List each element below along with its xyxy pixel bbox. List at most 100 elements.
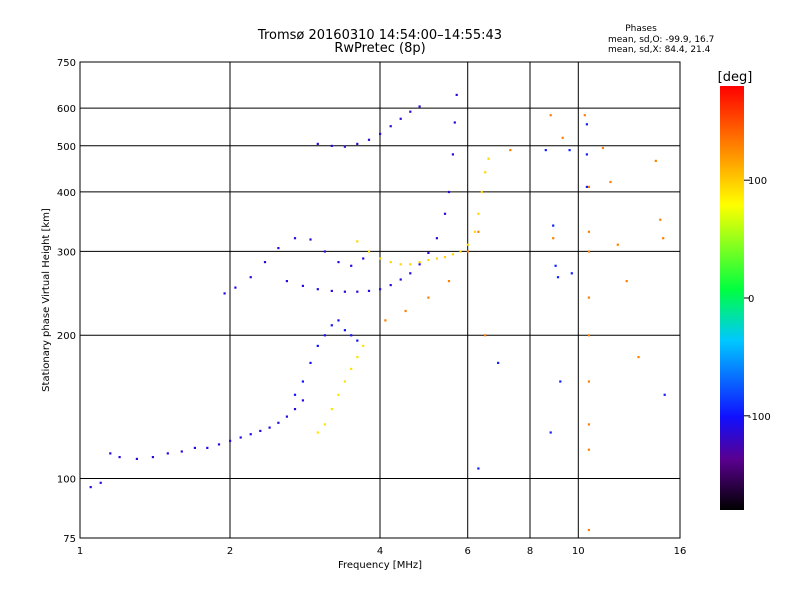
echo-point (609, 180, 612, 184)
echo-point (379, 288, 382, 291)
echo-point (99, 481, 102, 484)
x-tick-label: 6 (465, 546, 471, 557)
echo-point (587, 448, 590, 451)
echo-point (301, 284, 304, 287)
echo-point (268, 426, 271, 429)
y-tick-label: 750 (57, 58, 76, 69)
echo-point (559, 380, 562, 383)
y-tick-label: 500 (57, 142, 76, 153)
echo-point (239, 436, 242, 439)
y-tick-labels: 75 100 200 300 400 500 600 750 (57, 58, 76, 545)
echo-point (418, 105, 421, 108)
echo-point (587, 423, 590, 426)
echo-point (263, 261, 267, 264)
echo-point (663, 393, 666, 396)
echo-point (587, 296, 590, 299)
echo-point (473, 230, 476, 233)
echo-point (367, 250, 371, 253)
echo-point (330, 408, 333, 411)
colorbar-tick-label: 100 (748, 176, 767, 187)
echo-point (587, 250, 590, 253)
echo-point (135, 457, 138, 460)
echo-point (356, 290, 359, 293)
echo-point (662, 237, 665, 240)
echo-point (587, 185, 590, 188)
echo-point (561, 136, 564, 139)
echo-point (409, 263, 412, 266)
x-tick-label: 16 (674, 546, 687, 557)
echo-point (389, 125, 392, 128)
echo-point (587, 380, 590, 383)
echo-point (544, 149, 547, 152)
echo-point (659, 218, 662, 221)
echo-point (399, 278, 402, 281)
y-tick-label: 75 (63, 534, 76, 545)
x-tick-label: 2 (227, 546, 233, 557)
stats-title: Phases (625, 24, 657, 34)
y-tick-label: 200 (57, 331, 76, 342)
echo-point (301, 380, 304, 383)
echo-point (587, 334, 590, 337)
echo-point (337, 319, 340, 322)
echo-point (356, 356, 359, 359)
echo-point (337, 393, 340, 396)
echo-point (293, 393, 297, 396)
echo-point (409, 110, 412, 113)
echo-point (455, 93, 458, 96)
chart-title: Tromsø 20160310 14:54:00–14:55:43 (257, 28, 502, 43)
echo-point (587, 230, 590, 233)
echo-point (435, 257, 438, 260)
echo-point (316, 431, 319, 434)
echo-point (583, 114, 586, 117)
echo-point (350, 264, 353, 267)
colorbar-ticks: 100 0 -100 (744, 176, 771, 423)
echo-point (229, 439, 232, 442)
echo-point (466, 250, 469, 253)
echo-point (343, 329, 346, 332)
echo-point (367, 289, 371, 292)
echo-point (151, 456, 154, 459)
echo-point (293, 237, 297, 240)
echo-point (601, 146, 604, 150)
x-axis-label: Frequency [MHz] (338, 560, 422, 571)
echo-point (249, 276, 252, 279)
echo-point (443, 212, 447, 215)
echo-point (418, 261, 421, 264)
echo-point (323, 423, 326, 426)
echo-point (180, 450, 183, 453)
echo-point (447, 190, 451, 194)
x-tick-label: 4 (377, 546, 383, 557)
echo-point (484, 334, 487, 337)
colorbar (720, 86, 744, 510)
stats-x-line: mean, sd,X: 84.4, 21.4 (608, 45, 711, 55)
echo-point (389, 284, 392, 287)
echo-point (389, 261, 392, 264)
x-tick-label: 1 (77, 546, 83, 557)
echo-point (451, 153, 454, 156)
echo-point (404, 309, 407, 313)
echo-point (585, 153, 588, 156)
grid (80, 62, 680, 538)
echo-point (343, 380, 346, 383)
echo-point (556, 276, 560, 279)
chart-subtitle: RwPretec (8p) (334, 41, 425, 56)
colorbar-label: [deg] (718, 70, 753, 85)
echo-point (554, 264, 557, 267)
echo-point (166, 452, 169, 455)
echo-point (285, 415, 288, 418)
echo-point (654, 159, 657, 162)
echo-point (451, 253, 454, 256)
echo-point (399, 263, 402, 266)
echo-point (293, 408, 297, 411)
echo-point (477, 212, 480, 215)
echo-point (427, 258, 430, 262)
echo-point (343, 290, 346, 293)
echo-point (109, 452, 112, 455)
y-axis-label: Stationary phase Virtual Height [km] (41, 208, 52, 392)
echo-point (379, 132, 382, 135)
echo-point (480, 190, 483, 194)
y-tick-label: 100 (57, 475, 76, 486)
echo-point (447, 280, 451, 283)
echo-point (217, 443, 221, 446)
echo-point (337, 261, 340, 264)
